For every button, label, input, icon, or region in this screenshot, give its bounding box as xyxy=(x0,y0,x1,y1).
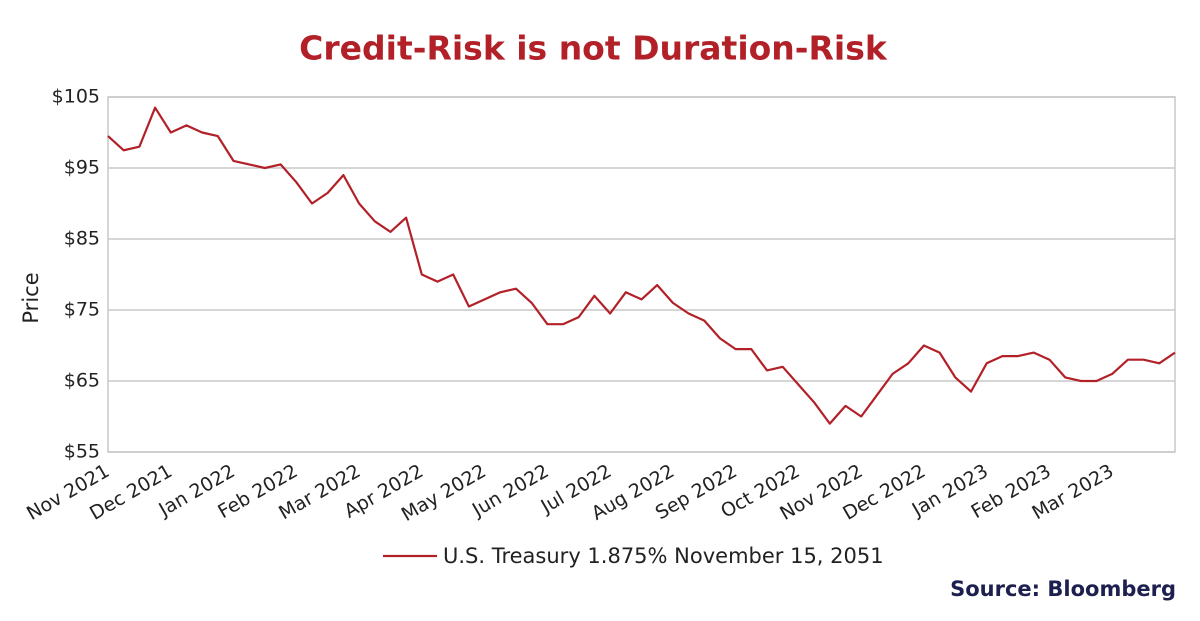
y-tick-label: $105 xyxy=(52,86,100,108)
y-tick-label: $85 xyxy=(64,228,100,250)
y-tick-label: $65 xyxy=(64,370,100,392)
legend-label: U.S. Treasury 1.875% November 15, 2051 xyxy=(443,544,884,568)
legend: U.S. Treasury 1.875% November 15, 2051 xyxy=(383,544,884,568)
plot-frame xyxy=(107,96,1176,453)
data-line xyxy=(107,106,1176,425)
source-note: Source: Bloomberg xyxy=(950,577,1176,601)
y-tick-label: $55 xyxy=(64,441,100,463)
chart-title: Credit-Risk is not Duration-Risk xyxy=(299,29,888,68)
y-tick-label: $75 xyxy=(64,299,100,321)
y-tick-label: $95 xyxy=(64,157,100,179)
y-axis-label: Price xyxy=(19,272,43,323)
